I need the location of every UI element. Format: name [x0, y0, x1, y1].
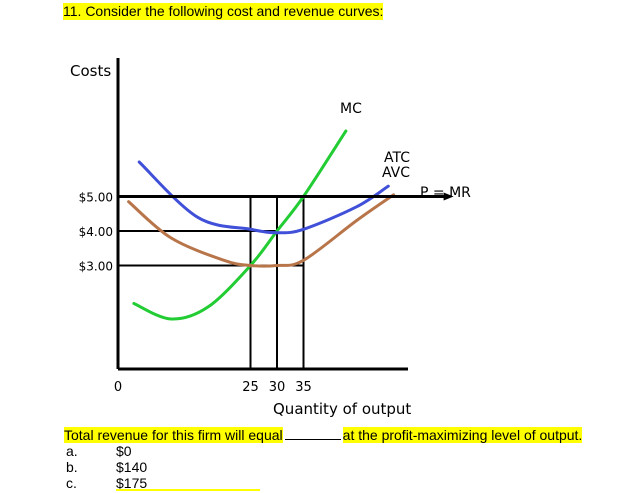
- cost-revenue-chart: $5.00 $4.00 $3.00 0 25 30 35 Costs Quantity of…: [70, 58, 471, 418]
- y-tick-label: $3.00: [79, 260, 113, 274]
- choice-letter: c.: [66, 475, 77, 491]
- series-label-mc: MC: [340, 101, 362, 117]
- highlight-underline: [116, 489, 260, 491]
- series-atc-curve: [137, 160, 390, 235]
- x-tick-label: 25: [242, 380, 259, 395]
- choice-text: $140: [116, 459, 148, 475]
- choice-c[interactable]: c. $175: [66, 475, 147, 491]
- series-avc-curve: [127, 193, 396, 268]
- question-title: 11. Consider the following cost and reve…: [63, 3, 384, 20]
- choice-a[interactable]: a. $0: [66, 443, 132, 459]
- x-tick-label: 0: [114, 380, 122, 395]
- y-axis-label: Costs: [70, 62, 111, 80]
- curves: [116, 129, 454, 321]
- choice-b[interactable]: b. $140: [66, 459, 147, 475]
- x-axis-label: Quantity of output: [273, 400, 411, 418]
- choice-text: $175: [116, 475, 148, 491]
- series-label-avc: AVC: [382, 165, 410, 181]
- mr-arrowhead: [443, 192, 454, 201]
- x-tick-label: 30: [269, 380, 286, 395]
- y-tick-label: $4.00: [79, 225, 113, 239]
- answer-blank: [284, 427, 341, 440]
- prompt-before: Total revenue for this firm will equal: [64, 427, 283, 443]
- choice-text: $0: [116, 443, 132, 459]
- prompt-after: at the profit-maximizing level of output…: [342, 427, 583, 443]
- y-tick-label: $5.00: [79, 191, 113, 205]
- question-prompt: Total revenue for this firm will equal at…: [64, 427, 583, 443]
- choice-letter: b.: [66, 459, 78, 475]
- choice-letter: a.: [66, 443, 78, 459]
- series-label-atc: ATC: [384, 150, 410, 166]
- x-tick-label: 35: [295, 380, 312, 395]
- series-label-p-mr: P = MR: [420, 185, 471, 201]
- axes: [116, 58, 408, 371]
- tick-labels: $5.00 $4.00 $3.00 0 25 30 35: [79, 191, 312, 396]
